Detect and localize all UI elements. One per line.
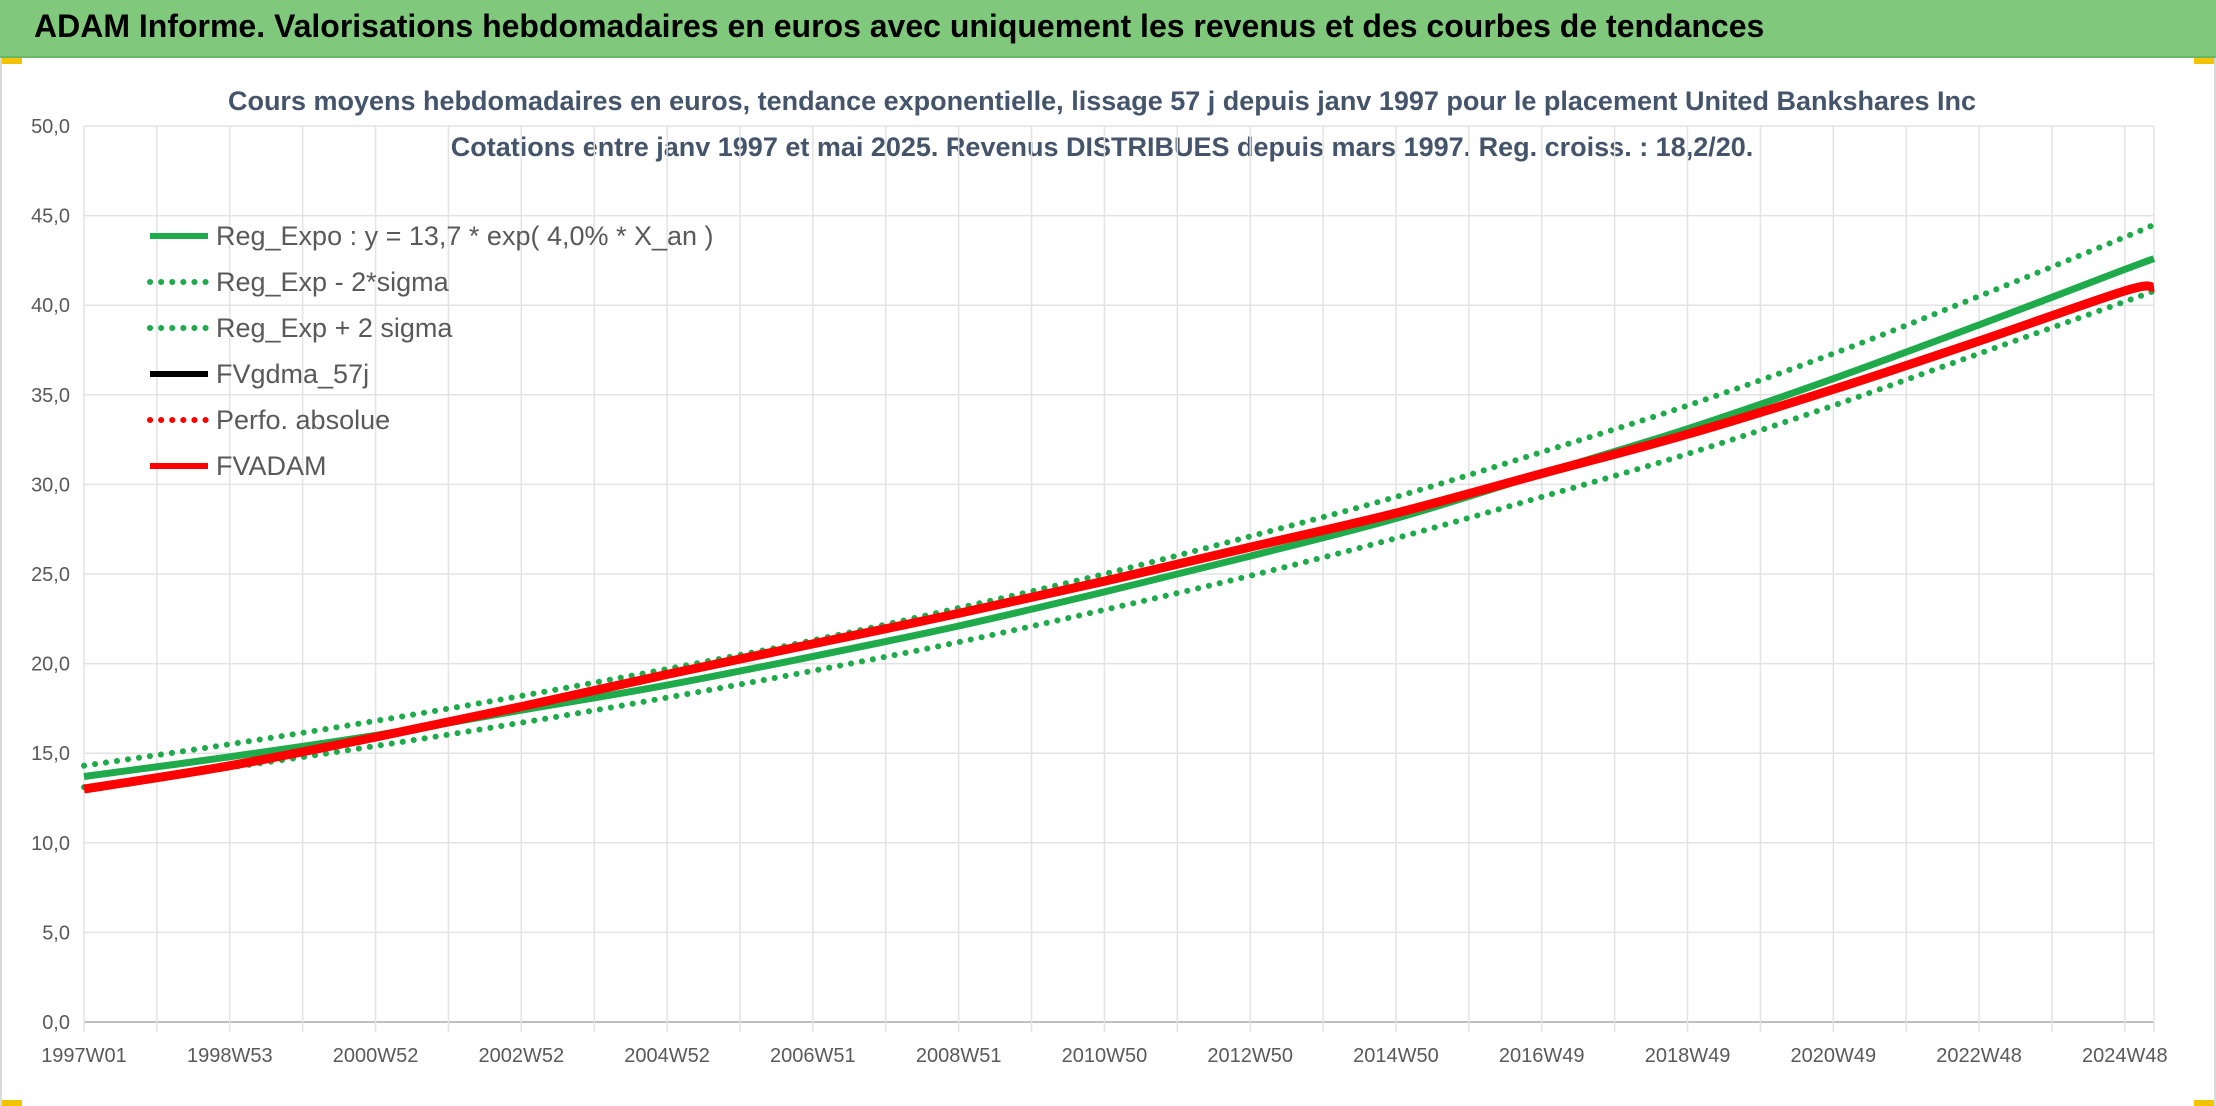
x-tick-label: 2012W50 [1207, 1045, 1293, 1067]
y-tick-label: 30,0 [31, 474, 70, 496]
y-tick-label: 35,0 [31, 385, 70, 407]
x-tick-label: 2022W48 [1936, 1045, 2022, 1067]
x-tick-label: 2010W50 [1062, 1045, 1148, 1067]
series-line-1 [81, 287, 2157, 791]
corner-marker-top-left [0, 58, 22, 64]
x-tick-label: 2018W49 [1645, 1045, 1731, 1067]
y-tick-label: 50,0 [31, 116, 70, 138]
x-tick-label: 2006W51 [770, 1045, 856, 1067]
chart-frame: Cours moyens hebdomadaires en euros, ten… [0, 58, 2216, 1106]
grid [83, 125, 2155, 1032]
x-tick-label: 1997W01 [41, 1045, 127, 1067]
corner-marker-bottom-right [2194, 1100, 2216, 1106]
legend: Reg_Expo : y = 13,7 * exp( 4,0% * X_an )… [147, 221, 714, 481]
y-tick-label: 5,0 [42, 922, 70, 944]
y-tick-label: 15,0 [31, 743, 70, 765]
series-line-2 [81, 221, 2157, 769]
x-tick-label: 1998W53 [187, 1045, 273, 1067]
corner-marker-top-right [2194, 58, 2216, 64]
y-tick-label: 40,0 [31, 295, 70, 317]
report-title: ADAM Informe. Valorisations hebdomadaire… [34, 8, 1765, 44]
x-tick-label: 2016W49 [1499, 1045, 1585, 1067]
x-tick-label: 2004W52 [624, 1045, 710, 1067]
x-tick-label: 2024W48 [2082, 1045, 2168, 1067]
x-tick-label: 2002W52 [479, 1045, 565, 1067]
legend-label: Reg_Exp - 2*sigma [216, 267, 450, 297]
report-header: ADAM Informe. Valorisations hebdomadaire… [0, 0, 2216, 58]
chart: Cours moyens hebdomadaires en euros, ten… [31, 86, 2168, 1067]
legend-label: FVgdma_57j [216, 359, 369, 389]
y-tick-label: 0,0 [42, 1012, 70, 1034]
legend-label: Reg_Exp + 2 sigma [216, 313, 453, 343]
x-tick-label: 2008W51 [916, 1045, 1002, 1067]
chart-title-line1: Cours moyens hebdomadaires en euros, ten… [228, 86, 1976, 116]
x-tick-label: 2014W50 [1353, 1045, 1439, 1067]
chart-title-line2: Cotations entre janv 1997 et mai 2025. R… [451, 132, 1754, 162]
axes: 0,0 5,0 10,0 15,0 20,0 25,0 30,0 35,0 40,0 45,0 50… [31, 116, 2168, 1067]
y-tick-label: 20,0 [31, 654, 70, 676]
legend-label: FVADAM [216, 451, 327, 481]
series-line-5 [83, 281, 2155, 794]
plot-area [81, 221, 2157, 794]
y-tick-label: 25,0 [31, 564, 70, 586]
legend-label: Reg_Expo : y = 13,7 * exp( 4,0% * X_an ) [216, 221, 714, 251]
y-tick-label: 45,0 [31, 206, 70, 228]
corner-marker-bottom-left [0, 1100, 22, 1106]
y-tick-label: 10,0 [31, 833, 70, 855]
legend-label: Perfo. absolue [216, 405, 390, 435]
x-tick-label: 2020W49 [1790, 1045, 1876, 1067]
x-tick-label: 2000W52 [333, 1045, 419, 1067]
